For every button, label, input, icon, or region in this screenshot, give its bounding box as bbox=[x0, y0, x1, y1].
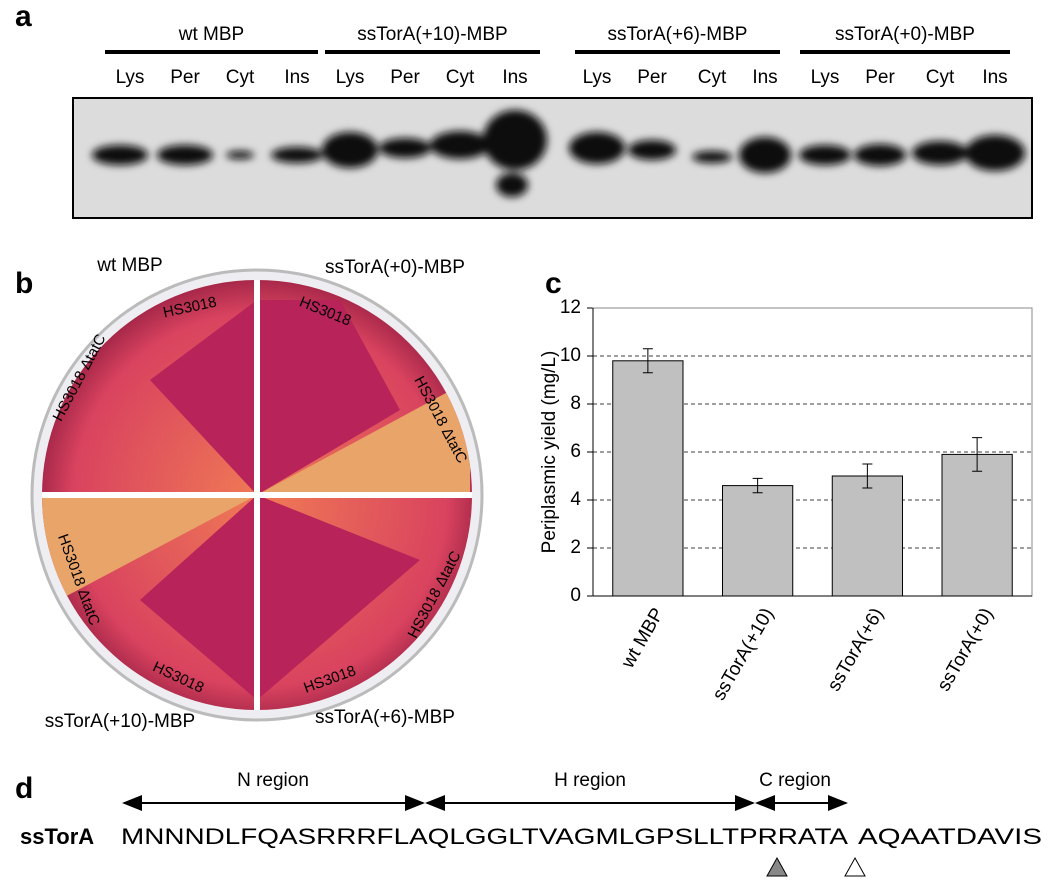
lane-label: Cyt bbox=[226, 67, 255, 88]
y-tick-label: 4 bbox=[570, 489, 581, 510]
y-tick-label: 0 bbox=[570, 585, 581, 606]
bar-chart: 0 2 4 6 8 10 12 wt MBP ssTorA(+10) ssTorA(+6) ssTo… bbox=[560, 297, 1033, 705]
region-label: H region bbox=[554, 770, 626, 791]
lane-label: Per bbox=[865, 67, 895, 88]
error-bar bbox=[752, 477, 763, 494]
lane-label: Lys bbox=[811, 67, 840, 88]
x-tick-label: ssTorA(+0) bbox=[933, 605, 997, 696]
lane-label: Lys bbox=[116, 67, 145, 88]
x-tick-label: ssTorA(+10) bbox=[709, 605, 779, 705]
cleavage-marker bbox=[844, 856, 866, 877]
lane-label: Cyt bbox=[446, 67, 475, 88]
quadrant-label: ssTorA(+6)-MBP bbox=[315, 707, 455, 728]
cleavage-marker bbox=[766, 856, 788, 877]
panel-label: d bbox=[15, 772, 33, 805]
lane-label: Cyt bbox=[926, 67, 955, 88]
region-label: N region bbox=[237, 770, 309, 791]
lane-label: Per bbox=[637, 67, 667, 88]
y-tick-label: 8 bbox=[570, 393, 581, 414]
group-label: ssTorA(+10)-MBP bbox=[357, 24, 507, 45]
lane-label: Ins bbox=[982, 67, 1007, 88]
y-tick-label: 6 bbox=[570, 441, 581, 462]
group-label: wt MBP bbox=[178, 24, 244, 45]
panel-label: a bbox=[15, 0, 32, 33]
signal-sequence: MNNNDLFQASRRRFLAQLGGLTVAGMLGPSLLTPRRATA bbox=[121, 824, 848, 849]
lane-label: Ins bbox=[284, 67, 309, 88]
panel-label: b bbox=[15, 267, 33, 300]
bar bbox=[612, 360, 684, 597]
blot-labels: wt MBP Lys Per Cyt Ins ssTorA(+10)-MBP Lys Per C… bbox=[105, 24, 1010, 88]
region-label: C region bbox=[759, 770, 831, 791]
y-tick-label: 10 bbox=[560, 345, 581, 366]
lane-label: Per bbox=[390, 67, 420, 88]
quadrant-label: ssTorA(+10)-MBP bbox=[45, 711, 195, 732]
quadrant-label: wt MBP bbox=[96, 255, 162, 276]
mature-sequence: AQAATDAVIS bbox=[858, 824, 1042, 849]
lane-label: Lys bbox=[336, 67, 365, 88]
y-tick-label: 12 bbox=[560, 297, 581, 318]
y-tick-label: 2 bbox=[570, 537, 581, 558]
x-tick-label: wt MBP bbox=[617, 605, 668, 673]
y-axis-label: Periplasmic yield (mg/L) bbox=[539, 351, 560, 554]
lane-label: Per bbox=[170, 67, 200, 88]
quadrant-label: ssTorA(+0)-MBP bbox=[325, 257, 465, 278]
bar bbox=[831, 475, 903, 597]
x-tick-label: ssTorA(+6) bbox=[824, 605, 888, 696]
group-label: ssTorA(+0)-MBP bbox=[835, 24, 975, 45]
blot-bands bbox=[92, 110, 1025, 197]
lane-label: Ins bbox=[502, 67, 527, 88]
lane-label: Lys bbox=[583, 67, 612, 88]
bar bbox=[722, 485, 794, 597]
bar bbox=[941, 453, 1013, 597]
plate bbox=[42, 280, 472, 710]
lane-label: Cyt bbox=[698, 67, 727, 88]
error-bar bbox=[972, 437, 983, 472]
protein-name: ssTorA bbox=[20, 824, 94, 849]
error-bar bbox=[862, 463, 873, 489]
error-bar bbox=[642, 348, 653, 374]
lane-label: Ins bbox=[752, 67, 777, 88]
group-label: ssTorA(+6)-MBP bbox=[608, 24, 748, 45]
panel-label: c bbox=[545, 267, 562, 300]
